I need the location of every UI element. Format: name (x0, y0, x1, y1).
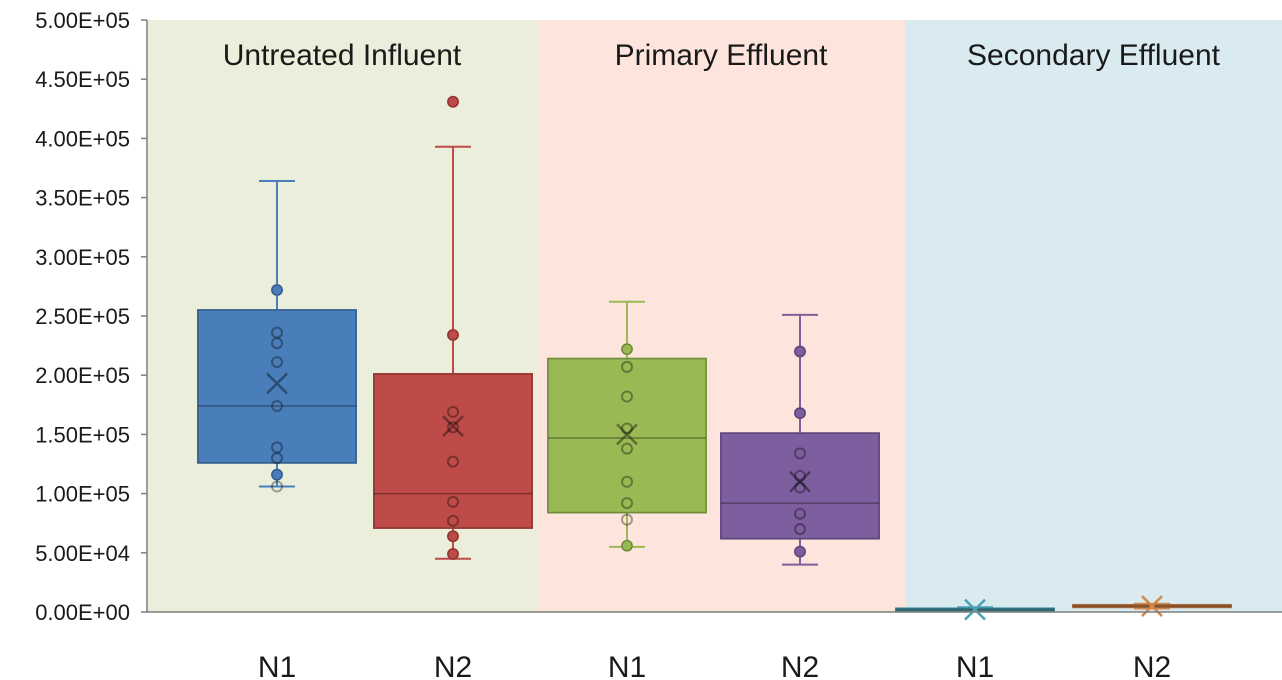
x-tick-label: N2 (781, 651, 819, 680)
data-point (794, 523, 806, 536)
data-point (271, 337, 283, 350)
data-point (621, 513, 633, 526)
x-tick-label: N1 (608, 651, 646, 680)
x-tick-label: N2 (434, 651, 472, 680)
box-2 (373, 95, 533, 560)
data-point (447, 514, 459, 527)
data-point (271, 399, 283, 412)
mean-marker (964, 598, 986, 621)
data-point (447, 421, 459, 434)
mean-marker (266, 372, 288, 395)
data-point (621, 442, 633, 455)
mean-marker (442, 415, 464, 437)
data-point (621, 497, 633, 510)
box-1 (197, 180, 357, 493)
data-point-edge (271, 284, 283, 296)
y-tick-label: 5.00E+04 (35, 541, 130, 566)
box-3 (547, 300, 707, 552)
box-6 (1072, 595, 1232, 617)
data-point-edge (447, 329, 459, 341)
x-tick-label: N2 (1133, 651, 1171, 680)
region-label: Untreated Influent (223, 39, 462, 72)
data-point (447, 547, 459, 560)
mean-marker (616, 423, 638, 446)
box-outline (720, 432, 880, 540)
box-outline (373, 373, 533, 529)
data-point (271, 283, 283, 296)
y-tick-label: 3.50E+05 (35, 186, 130, 211)
data-point (447, 328, 459, 341)
data-point (794, 545, 806, 558)
data-point (794, 507, 806, 520)
box-outline (547, 357, 707, 514)
region-label: Secondary Effluent (967, 39, 1221, 72)
box-iqr (197, 309, 357, 464)
data-point (794, 407, 806, 420)
data-point-edge (794, 345, 806, 358)
data-point (621, 343, 633, 356)
y-tick-label: 3.00E+05 (35, 245, 130, 270)
box-4 (720, 313, 880, 566)
data-point (447, 455, 459, 468)
x-tick-label: N1 (258, 651, 296, 680)
region-labels: Untreated Influent Primary Effluent Second… (223, 39, 1221, 72)
data-point-edge (271, 469, 283, 481)
data-point (794, 481, 806, 494)
y-tick-labels: 0.00E+00 5.00E+04 1.00E+05 1.50E+05 2.00E+05… (35, 8, 147, 625)
box-iqr (720, 432, 880, 540)
region-label: Primary Effluent (615, 39, 829, 72)
box-outline (197, 309, 357, 464)
region-backgrounds (147, 20, 1282, 612)
data-point (794, 345, 806, 358)
data-point (271, 452, 283, 465)
x-tick-labels: N1 N2 N1 N2 N1 N2 (258, 651, 1171, 680)
data-point-edge (794, 407, 806, 419)
data-point (271, 326, 283, 339)
data-point-edge (794, 546, 806, 558)
data-point (621, 360, 633, 373)
box-iqr (373, 373, 533, 529)
x-tick-label: N1 (956, 651, 994, 680)
data-point (621, 390, 633, 403)
data-point-edge (447, 530, 459, 542)
mean-marker (789, 470, 811, 493)
y-tick-label: 4.00E+05 (35, 126, 130, 151)
data-point-edge (621, 343, 633, 355)
region-background (905, 20, 1282, 612)
y-tick-label: 4.50E+05 (35, 67, 130, 92)
data-point (794, 447, 806, 460)
data-point (271, 480, 283, 493)
data-point (447, 95, 459, 108)
box-iqr (547, 357, 707, 514)
data-point (621, 475, 633, 488)
y-tick-label: 2.00E+05 (35, 363, 130, 388)
y-tick-label: 0.00E+00 (35, 600, 130, 625)
data-point (271, 468, 283, 481)
data-point (621, 422, 633, 435)
y-tick-label: 2.50E+05 (35, 304, 130, 329)
y-tick-label: 1.00E+05 (35, 482, 130, 507)
data-point (447, 495, 459, 508)
data-point-edge (621, 540, 633, 552)
y-tick-label: 1.50E+05 (35, 422, 130, 447)
y-tick-label: 5.00E+05 (35, 8, 130, 33)
data-point (621, 539, 633, 552)
data-point-edge (447, 96, 459, 108)
data-point (271, 441, 283, 454)
data-point-edge (447, 548, 459, 560)
data-point (271, 356, 283, 369)
data-point (447, 530, 459, 543)
data-point (447, 405, 459, 418)
data-point (794, 469, 806, 482)
box-series (197, 95, 1232, 621)
